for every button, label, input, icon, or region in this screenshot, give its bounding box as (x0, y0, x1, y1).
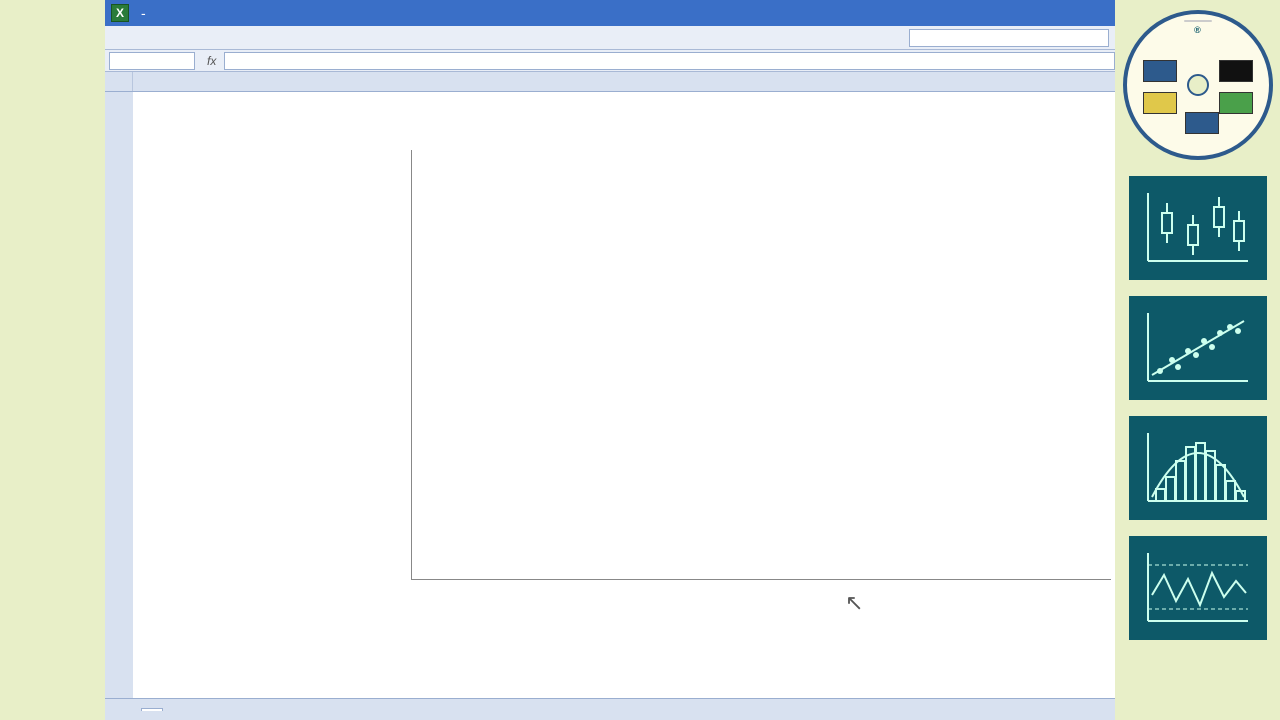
brand-strip (0, 0, 105, 720)
right-sidebar: ® (1115, 0, 1280, 720)
excel-window: - fx ↖ (105, 0, 1115, 720)
grid-body (105, 92, 1115, 698)
thumb-histogram-icon (1129, 416, 1267, 520)
cd-license (1184, 20, 1212, 22)
excel-icon (111, 4, 129, 22)
titlebar: - (105, 0, 1115, 26)
formula-bar: fx (105, 50, 1115, 72)
thumb-scatter-icon (1129, 296, 1267, 400)
name-box[interactable] (109, 52, 195, 70)
help-search-input[interactable] (909, 29, 1109, 47)
cd-thumb-icon (1219, 92, 1253, 114)
row-headers (105, 92, 133, 698)
menubar (105, 26, 1115, 50)
select-all-corner[interactable] (105, 72, 133, 91)
sheet-tabs (105, 698, 1115, 720)
thumb-boxplot-icon (1129, 176, 1267, 280)
fx-icon[interactable]: fx (199, 54, 224, 68)
formula-value[interactable] (224, 52, 1115, 70)
cd-thumb-icon (1143, 92, 1177, 114)
titlebar-sep: - (141, 5, 146, 21)
sheet-tab-tchart[interactable] (141, 708, 163, 711)
cd-thumb-icon (1143, 60, 1177, 82)
cd-thumb-icon (1185, 112, 1219, 134)
na-row (255, 674, 1115, 694)
thumb-control-chart-icon (1129, 536, 1267, 640)
cd-brand: ® (1194, 24, 1201, 45)
column-headers (105, 72, 1115, 92)
product-cd: ® (1123, 10, 1273, 160)
mouse-cursor-icon: ↖ (845, 590, 863, 616)
cd-thumb-icon (1219, 60, 1253, 82)
cd-hole (1187, 74, 1209, 96)
